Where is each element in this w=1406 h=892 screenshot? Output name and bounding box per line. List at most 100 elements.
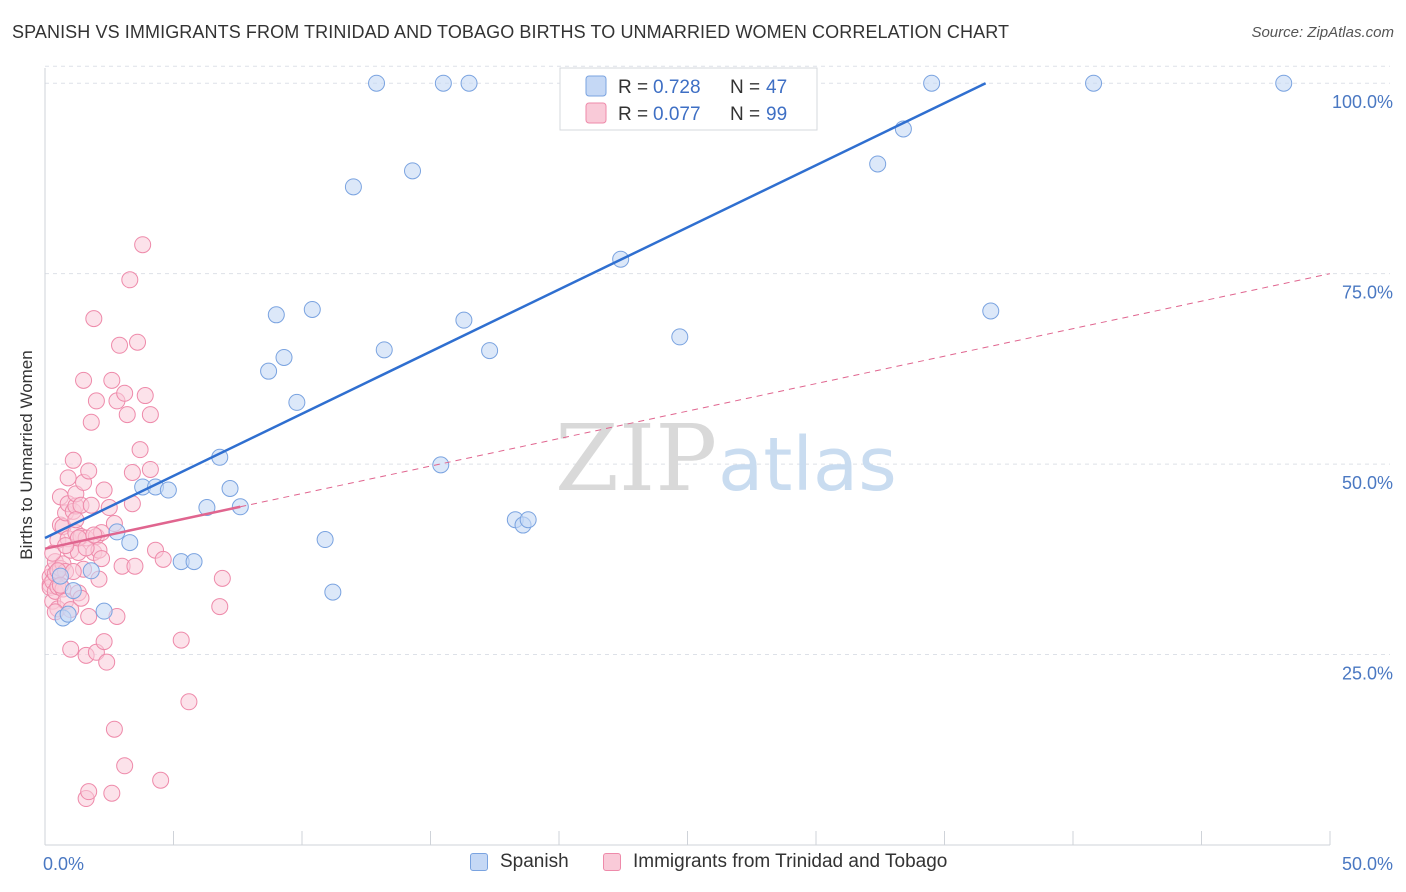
spanish-point-28 xyxy=(432,456,450,474)
spanish-point-30 xyxy=(455,311,473,329)
legend-spanish-r-value: 0.728 xyxy=(653,77,701,98)
bottom-legend-spanish[interactable]: Spanish xyxy=(470,851,569,873)
spanish-point-29 xyxy=(460,74,478,92)
tt-point-76 xyxy=(131,441,149,459)
chart-title: SPANISH VS IMMIGRANTS FROM TRINIDAD AND … xyxy=(12,22,1010,42)
spanish-point-3 xyxy=(82,562,100,580)
bottom-legend-spanish-swatch xyxy=(470,853,488,871)
tt-point-75 xyxy=(129,333,147,351)
bottom-legend-tt-label: Immigrants from Trinidad and Tobago xyxy=(633,851,948,872)
spanish-point-44 xyxy=(1085,74,1103,92)
spanish-point-4 xyxy=(95,602,113,620)
tt-point-87 xyxy=(213,569,231,587)
spanish-point-21 xyxy=(316,531,334,549)
spanish-point-19 xyxy=(288,393,306,411)
spanish-point-40 xyxy=(869,155,887,173)
bottom-legend-tt-swatch xyxy=(603,853,621,871)
x-tick-label-0: 0.0% xyxy=(43,854,84,874)
legend-swatch-tt xyxy=(585,102,607,124)
spanish-point-42 xyxy=(923,74,941,92)
tt-trend-line-extension xyxy=(240,273,1331,508)
bottom-legend-spanish-label: Spanish xyxy=(500,851,569,872)
tt-point-85 xyxy=(180,693,198,711)
tt-point-88 xyxy=(44,544,62,562)
legend-tt-r-value: 0.077 xyxy=(653,104,701,125)
tt-point-51 xyxy=(87,392,105,410)
spanish-point-14 xyxy=(221,479,239,497)
watermark: ZIP atlas xyxy=(555,405,897,512)
y-axis-label: Births to Unmarried Women xyxy=(17,350,36,559)
tt-point-68 xyxy=(116,757,134,775)
watermark-zip: ZIP xyxy=(555,405,717,512)
tt-trend-line xyxy=(44,505,241,550)
watermark-atlas: atlas xyxy=(718,422,897,508)
tt-point-77 xyxy=(134,236,152,254)
tt-point-61 xyxy=(103,784,121,802)
spanish-point-1 xyxy=(59,605,77,623)
spanish-point-11 xyxy=(185,553,203,571)
tt-point-24 xyxy=(62,640,80,658)
legend-spanish-r-label: R = xyxy=(618,77,648,98)
spanish-point-38 xyxy=(671,328,689,346)
tt-point-70 xyxy=(118,406,136,424)
tt-point-78 xyxy=(136,387,154,405)
spanish-point-18 xyxy=(275,348,293,366)
tt-point-83 xyxy=(154,550,172,568)
legend-spanish-n-value: 47 xyxy=(766,77,787,98)
spanish-point-43 xyxy=(982,302,1000,320)
tt-point-79 xyxy=(141,460,159,478)
spanish-point-34 xyxy=(519,511,537,529)
chart-source: Source: ZipAtlas.com xyxy=(1251,24,1394,41)
tt-point-62 xyxy=(105,720,123,738)
spanish-point-9 xyxy=(159,481,177,499)
tt-point-98 xyxy=(93,550,111,568)
spanish-trend-line xyxy=(44,82,987,540)
x-tick-label-1: 50.0% xyxy=(1342,854,1393,874)
spanish-point-12 xyxy=(198,499,216,517)
y-tick-labels: 25.0% 50.0% 75.0% 100.0% xyxy=(1332,92,1393,683)
tt-points xyxy=(41,236,231,808)
axes xyxy=(44,68,1331,846)
tt-point-37 xyxy=(75,371,93,389)
tt-point-69 xyxy=(116,384,134,402)
legend-tt-r-label: R = xyxy=(618,104,648,125)
y-tick-label-2: 75.0% xyxy=(1342,283,1393,303)
y-tick-label-1: 50.0% xyxy=(1342,473,1393,493)
tt-point-58 xyxy=(98,653,116,671)
spanish-point-16 xyxy=(260,362,278,380)
spanish-point-46 xyxy=(51,567,69,585)
bottom-legend-tt[interactable]: Immigrants from Trinidad and Tobago xyxy=(603,851,947,873)
tt-point-71 xyxy=(121,271,139,289)
spanish-point-20 xyxy=(303,300,321,318)
legend-tt-n-label: N = xyxy=(730,104,760,125)
tt-point-66 xyxy=(111,336,129,354)
spanish-point-31 xyxy=(481,342,499,360)
spanish-point-23 xyxy=(344,178,362,196)
spanish-point-22 xyxy=(324,583,342,601)
tt-point-47 xyxy=(82,496,100,514)
trend-lines xyxy=(44,82,1331,550)
tt-point-28 xyxy=(64,451,82,469)
y-tick-label-0: 25.0% xyxy=(1342,664,1393,684)
spanish-point-25 xyxy=(375,341,393,359)
x-tick-labels: 0.0% 50.0% xyxy=(43,854,1393,874)
tt-point-73 xyxy=(123,463,141,481)
tt-point-45 xyxy=(80,462,98,480)
tt-point-86 xyxy=(211,598,229,616)
tt-point-21 xyxy=(59,469,77,487)
spanish-point-2 xyxy=(64,582,82,600)
spanish-point-45 xyxy=(1275,74,1293,92)
tt-point-46 xyxy=(82,413,100,431)
tt-point-60 xyxy=(103,371,121,389)
legend-box: R = 0.728 N = 47 R = 0.077 N = 99 xyxy=(559,67,818,131)
y-tick-label-3: 100.0% xyxy=(1332,92,1393,112)
spanish-points xyxy=(51,74,1293,627)
tt-point-48 xyxy=(85,310,103,328)
spanish-point-26 xyxy=(404,162,422,180)
tt-point-74 xyxy=(126,557,144,575)
tt-point-56 xyxy=(95,633,113,651)
spanish-point-17 xyxy=(267,306,285,324)
gridlines xyxy=(45,65,1390,656)
tt-point-43 xyxy=(80,783,98,801)
